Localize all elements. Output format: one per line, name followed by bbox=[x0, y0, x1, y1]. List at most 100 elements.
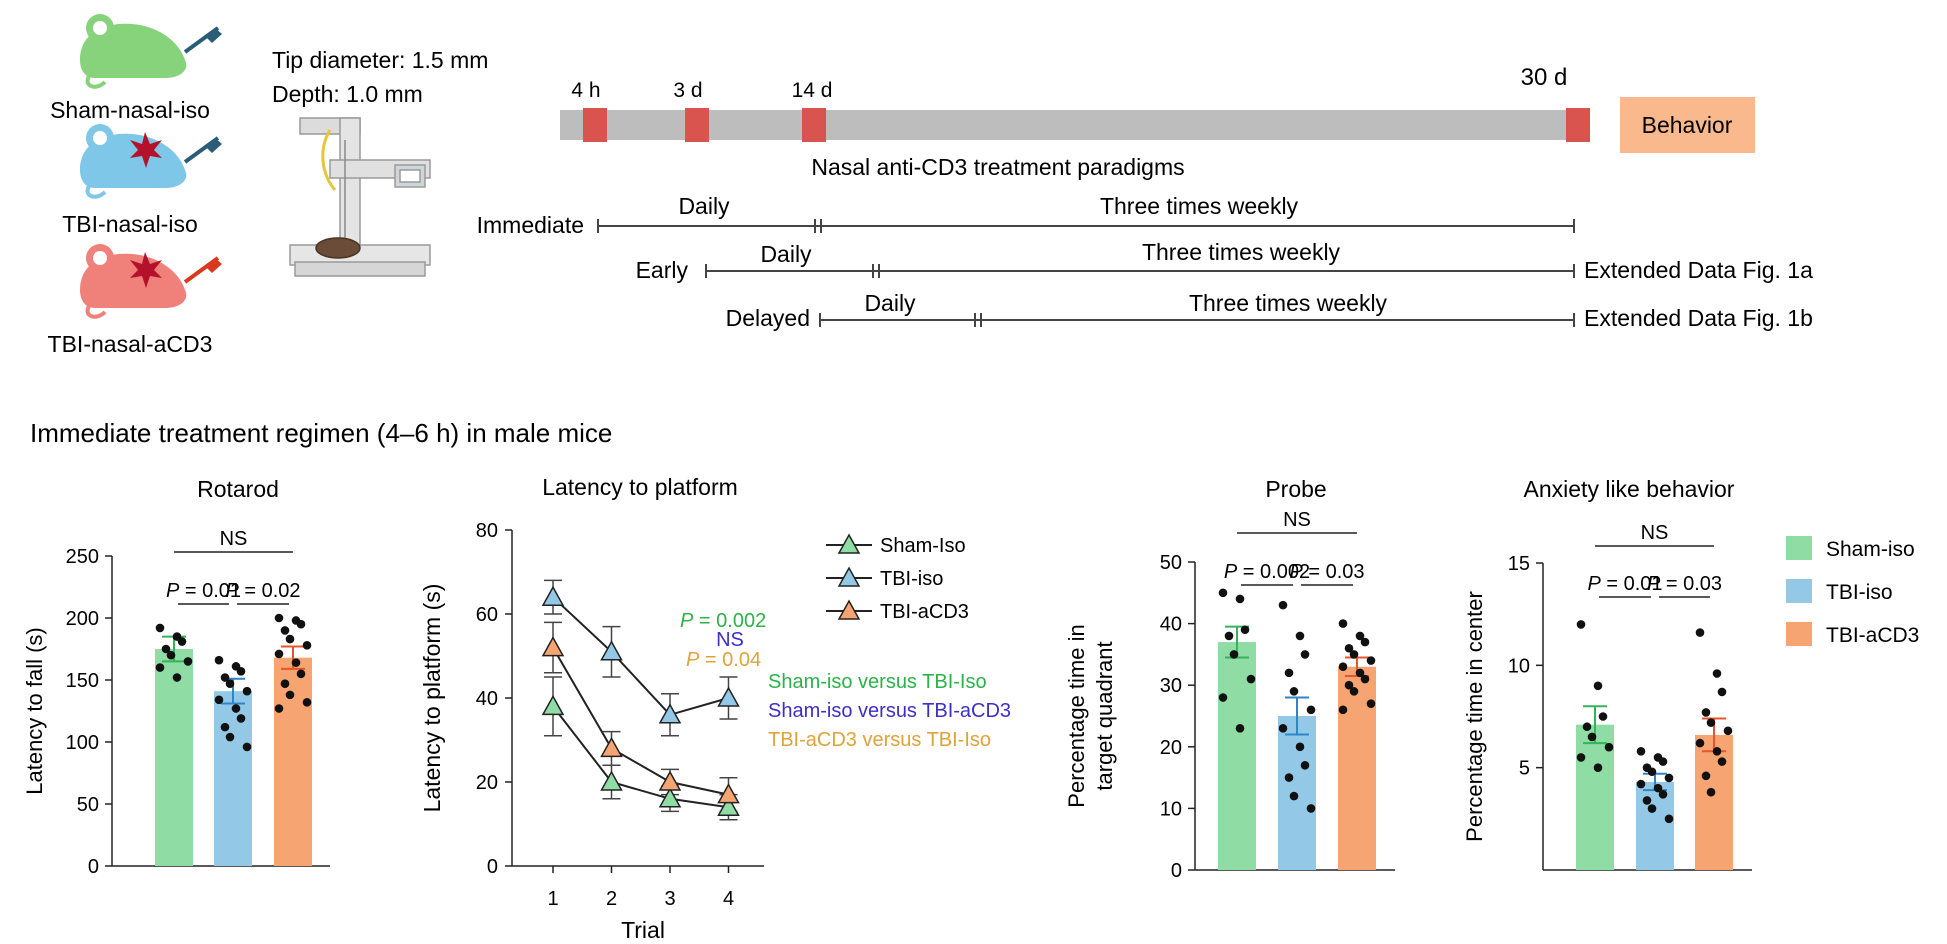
data-point bbox=[1647, 767, 1657, 777]
data-point bbox=[1355, 668, 1365, 678]
data-point bbox=[285, 690, 295, 700]
bar-tbi-iso bbox=[214, 691, 252, 866]
data-point bbox=[1593, 763, 1603, 772]
data-point bbox=[1664, 814, 1674, 824]
bar-sham-iso bbox=[155, 649, 193, 866]
row-label-delayed: Delayed bbox=[726, 305, 810, 331]
data-point bbox=[1658, 757, 1668, 766]
marker-tbi-acd3 bbox=[717, 783, 740, 804]
y-axis-label: Latency to fall (s) bbox=[22, 627, 47, 795]
timeline-bar bbox=[560, 110, 1584, 140]
legend-label: TBI-iso bbox=[1826, 581, 1893, 604]
data-point bbox=[1701, 771, 1711, 781]
data-point bbox=[1284, 668, 1294, 678]
data-point bbox=[1366, 699, 1376, 708]
row-label-early: Early bbox=[636, 257, 689, 283]
marker-tbi-acd3 bbox=[541, 636, 565, 657]
y-axis-label: target quadrant bbox=[1092, 641, 1117, 790]
x-axis-label: Trial bbox=[621, 917, 665, 943]
chart-title: Anxiety like behavior bbox=[1524, 476, 1735, 502]
y-axis-label: Percentage time in center bbox=[1462, 591, 1487, 842]
marker-tbi-iso bbox=[658, 703, 682, 724]
data-point bbox=[1723, 726, 1733, 736]
tick-4h: 4 h bbox=[571, 79, 600, 102]
stat-ns-blue: NS bbox=[716, 629, 744, 651]
data-point bbox=[1593, 681, 1603, 691]
legend-label: TBI-iso bbox=[880, 568, 943, 590]
row-line-early bbox=[705, 264, 1575, 278]
data-point bbox=[1664, 773, 1674, 783]
group-label-sham: Sham-nasal-iso bbox=[50, 97, 210, 123]
data-point bbox=[1306, 804, 1316, 813]
y-tick-label: 50 bbox=[77, 794, 99, 816]
data-point bbox=[1706, 718, 1716, 727]
timeline-mark-4h bbox=[583, 108, 607, 142]
legend-label: Sham-iso bbox=[1826, 538, 1915, 561]
data-point bbox=[1218, 588, 1228, 598]
timeline: 4 h 3 d 14 d 30 d Behavior Nasal anti-CD… bbox=[477, 64, 1813, 331]
y-tick-label: 40 bbox=[1160, 614, 1182, 636]
data-point bbox=[1300, 760, 1310, 770]
legend-label: TBI-aCD3 bbox=[880, 601, 969, 623]
probe-chart: Probe 0 10 20 30 40 50 Percentage time in target… bbox=[1064, 476, 1395, 882]
latency-chart: Latency to platform 0 20 40 60 80 1 2 3 4 Trial Lat… bbox=[419, 474, 1011, 943]
data-point bbox=[1338, 619, 1348, 628]
data-point bbox=[1695, 628, 1705, 637]
data-point bbox=[1712, 746, 1722, 756]
data-point bbox=[1360, 674, 1370, 684]
sig-ns: NS bbox=[1641, 522, 1669, 544]
y-axis-label: Latency to platform (s) bbox=[419, 584, 445, 813]
data-point bbox=[1284, 773, 1294, 782]
sig-left: P = 0.01 bbox=[166, 580, 241, 602]
chart-title: Rotarod bbox=[197, 476, 279, 502]
anxiety-chart: Anxiety like behavior 5 10 15 Percentage tim… bbox=[1462, 476, 1919, 871]
mouse-sham-icon bbox=[80, 14, 222, 89]
bar-tbi-acd3 bbox=[274, 657, 312, 866]
data-point bbox=[1289, 687, 1299, 696]
row-daily-early: Daily bbox=[760, 241, 812, 267]
data-point bbox=[1642, 796, 1652, 805]
row-line-immediate bbox=[597, 219, 1575, 233]
x-tick-label: 2 bbox=[606, 888, 617, 910]
y-tick-label: 150 bbox=[66, 670, 99, 692]
data-point bbox=[1360, 637, 1370, 647]
data-point bbox=[1717, 687, 1727, 697]
data-point bbox=[1235, 594, 1245, 604]
series-line-sham-iso bbox=[552, 705, 729, 809]
data-point bbox=[1240, 625, 1250, 635]
data-point bbox=[1289, 791, 1299, 801]
legend-marker-tbi-acd3 bbox=[837, 599, 861, 620]
row-ref-delayed: Extended Data Fig. 1b bbox=[1584, 305, 1813, 331]
section-title: Immediate treatment regimen (4–6 h) in m… bbox=[30, 418, 612, 448]
tip-diameter-label: Tip diameter: 1.5 mm bbox=[272, 47, 488, 73]
y-tick-label: 0 bbox=[1171, 860, 1182, 882]
data-point bbox=[1582, 722, 1592, 732]
sig-left: P = 0.002 bbox=[1224, 561, 1310, 583]
data-point bbox=[1701, 708, 1711, 717]
row-daily-immediate: Daily bbox=[678, 193, 730, 219]
y-tick-label: 0 bbox=[88, 856, 99, 878]
data-point bbox=[1576, 753, 1586, 762]
data-point bbox=[1587, 732, 1597, 742]
data-point bbox=[1355, 631, 1365, 641]
data-point bbox=[242, 686, 252, 696]
sig-right: P = 0.02 bbox=[225, 580, 300, 602]
sig-right: P = 0.03 bbox=[1289, 561, 1364, 583]
y-tick-label: 10 bbox=[1508, 655, 1530, 677]
data-point bbox=[1344, 643, 1354, 653]
group-label-tbi: TBI-nasal-iso bbox=[62, 211, 197, 237]
data-point bbox=[183, 657, 193, 666]
legend-swatch-tbi-acd3 bbox=[1786, 622, 1812, 646]
x-tick-label: 1 bbox=[547, 888, 558, 910]
data-point bbox=[1695, 738, 1705, 748]
data-point bbox=[1338, 662, 1348, 672]
marker-tbi-acd3 bbox=[600, 736, 623, 758]
sig-ns: NS bbox=[1283, 509, 1311, 531]
sig-right: P = 0.03 bbox=[1647, 573, 1722, 595]
mouse-tbi-icon bbox=[80, 124, 222, 199]
data-point bbox=[1706, 787, 1716, 797]
group-label-acd3: TBI-nasal-aCD3 bbox=[48, 331, 213, 357]
sig-ns: NS bbox=[220, 528, 248, 550]
data-point bbox=[274, 649, 284, 659]
data-point bbox=[1636, 746, 1646, 756]
